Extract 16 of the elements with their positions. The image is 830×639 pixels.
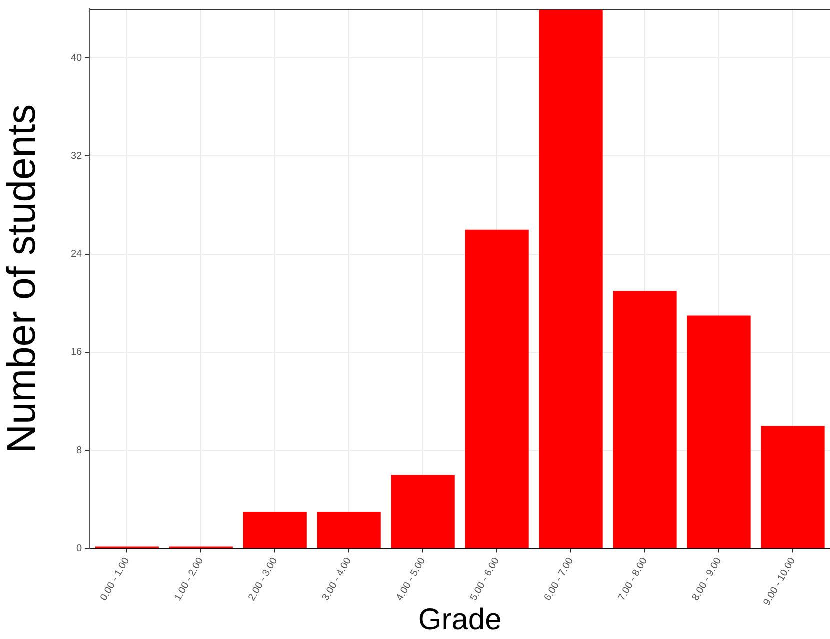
x-axis-title: Grade — [418, 603, 502, 636]
bar — [317, 512, 381, 548]
bar — [613, 291, 677, 548]
bar — [465, 230, 529, 548]
y-tick-label: 0 — [76, 544, 83, 555]
bar — [539, 9, 603, 548]
bar — [391, 475, 455, 548]
bar — [687, 316, 751, 548]
y-tick-label: 8 — [76, 445, 83, 456]
y-axis-title: Number of students — [0, 104, 44, 454]
y-tick-label: 24 — [71, 249, 83, 260]
bar — [243, 512, 307, 548]
y-tick-label: 16 — [71, 347, 83, 358]
y-tick-label: 40 — [71, 52, 83, 64]
y-tick-label: 32 — [71, 150, 83, 162]
bar — [761, 426, 825, 548]
